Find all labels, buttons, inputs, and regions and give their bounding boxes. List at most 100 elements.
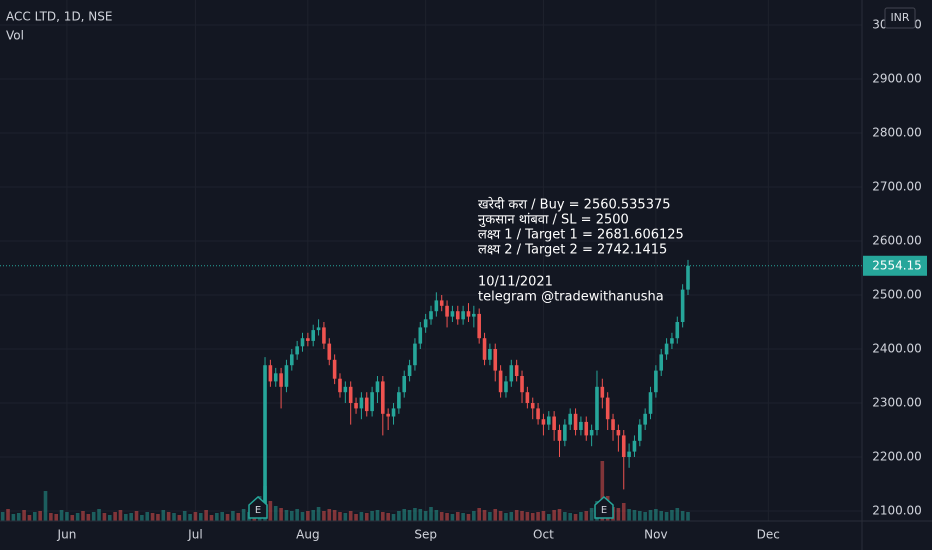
volume-bar: [166, 512, 171, 521]
volume-bar: [654, 509, 658, 521]
candle-body: [407, 365, 412, 377]
candle-body: [316, 327, 321, 331]
candle-body: [530, 403, 535, 409]
volume-bar: [0, 512, 5, 521]
volume-bar: [204, 510, 208, 521]
x-tick-label: Oct: [533, 528, 554, 542]
candle-body: [370, 392, 374, 412]
y-tick-label: 2600.00: [872, 234, 922, 248]
candle-body: [263, 365, 267, 506]
volume-bar: [6, 509, 10, 521]
volume-bar: [129, 513, 133, 521]
candle-body: [589, 430, 594, 436]
y-tick-label: 2700.00: [872, 180, 922, 194]
volume-bar: [498, 511, 503, 521]
volume-bar: [493, 509, 498, 521]
candle-body: [397, 392, 401, 409]
order-level-text: खरेदी करा / Buy = 2560.535375: [478, 197, 671, 213]
candle-body: [466, 311, 471, 317]
candle-body: [268, 365, 273, 382]
volume-bar: [472, 511, 476, 521]
candle-body: [632, 440, 637, 452]
x-tick-label: Aug: [296, 528, 319, 542]
note-text: 10/11/2021: [478, 275, 553, 290]
volume-bar: [27, 515, 32, 521]
candle-body: [664, 343, 669, 355]
y-tick-label: 2800.00: [872, 126, 922, 140]
candle-body: [568, 413, 573, 425]
candle-body: [557, 430, 562, 441]
volume-bar: [407, 510, 412, 521]
volume-bar: [675, 508, 680, 521]
currency-box[interactable]: [884, 7, 916, 29]
volume-bar: [75, 513, 80, 521]
candle-body: [418, 327, 423, 344]
volume-bar: [643, 512, 647, 521]
candle-body: [273, 373, 278, 382]
candle-body: [616, 430, 621, 436]
volume-bar: [616, 508, 621, 521]
volume-bar: [670, 510, 674, 521]
volume-bar: [343, 513, 348, 521]
volume-bar: [134, 511, 139, 521]
chart-title: ACC LTD, 1D, NSE: [6, 10, 112, 24]
volume-bar: [423, 511, 428, 521]
candle-body: [563, 424, 567, 441]
volume-bar: [450, 514, 455, 521]
volume-bar: [172, 513, 176, 521]
candle-body: [289, 354, 294, 366]
candle-body: [359, 397, 364, 409]
earnings-marker: E: [248, 495, 268, 519]
candle-body: [686, 265, 690, 290]
volume-bar: [434, 510, 439, 521]
volume-bar: [439, 512, 444, 521]
y-tick-label: 2200.00: [872, 450, 922, 464]
volume-bar: [118, 510, 123, 521]
candle-body: [546, 416, 551, 425]
candle-body: [488, 349, 492, 360]
volume-bar: [589, 508, 594, 521]
candle-body: [675, 322, 680, 339]
candle-body: [477, 313, 481, 339]
candle-body: [434, 300, 439, 312]
earnings-letter: E: [601, 505, 607, 516]
volume-bar: [461, 513, 465, 521]
candle-body: [498, 370, 503, 393]
volume-bar: [584, 511, 589, 521]
volume-bar: [445, 513, 449, 521]
candle-body: [279, 373, 283, 387]
volume-bar: [268, 501, 273, 521]
candle-body: [450, 311, 455, 317]
candle-body: [536, 408, 540, 420]
candle-body: [322, 327, 326, 344]
x-tick-label: Nov: [644, 528, 667, 542]
candle-body: [439, 300, 444, 306]
candle-body: [648, 392, 653, 414]
volume-bar: [188, 514, 192, 521]
volume-bar: [236, 513, 241, 521]
volume-bar: [370, 511, 374, 521]
order-level-text: नुकसान थांबवा / SL = 2500: [478, 213, 629, 228]
candle-body: [680, 289, 685, 323]
candle-body: [670, 338, 674, 344]
candle-body: [354, 403, 358, 409]
candle-body: [584, 421, 589, 436]
currency-label: INR: [890, 11, 909, 24]
candle-body: [402, 376, 407, 393]
candle-body: [429, 311, 433, 320]
x-tick-label: Sep: [414, 528, 437, 542]
candle-body: [482, 338, 487, 360]
candle-body: [643, 413, 647, 425]
candle-body: [509, 365, 514, 382]
volume-bar: [86, 514, 91, 521]
volume-bar: [364, 513, 369, 521]
volume-bar: [11, 514, 16, 521]
y-tick-label: 2400.00: [872, 342, 922, 356]
volume-bar: [198, 513, 203, 521]
last-price-tag: [863, 255, 927, 276]
candle-body: [306, 338, 310, 341]
volume-bar: [381, 512, 385, 521]
volume-bar: [91, 512, 96, 521]
